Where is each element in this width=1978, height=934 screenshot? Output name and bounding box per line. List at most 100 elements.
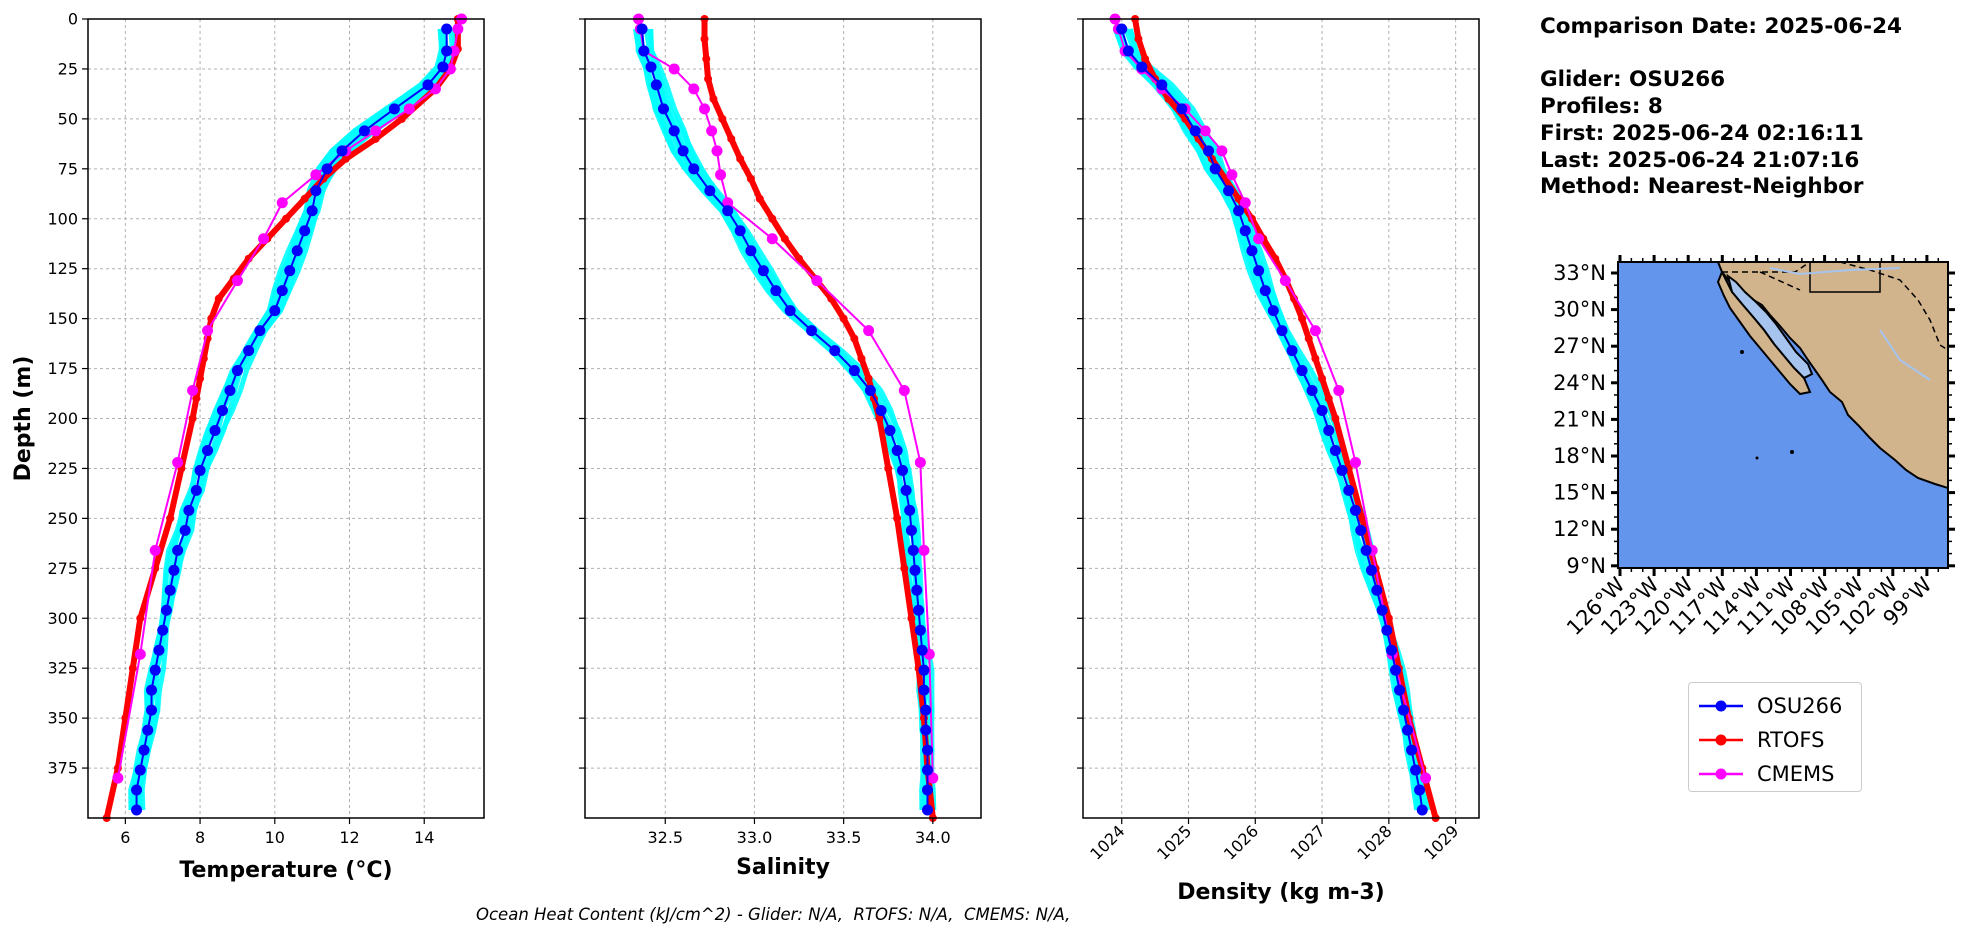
data-point-cmems xyxy=(310,169,322,181)
data-point-rtofs xyxy=(736,154,745,163)
data-point-osu266 xyxy=(388,103,400,115)
data-point-cmems xyxy=(1309,325,1321,337)
data-point-osu266 xyxy=(1259,285,1271,297)
data-point-osu266 xyxy=(1349,504,1361,516)
x-tick-label: 8 xyxy=(195,828,205,847)
data-point-osu266 xyxy=(916,644,928,656)
lat-tick-label: 18°N xyxy=(1553,444,1606,468)
data-point-osu266 xyxy=(1381,624,1393,636)
salinity-panel: 32.5 33.0 33.5 34.0 Salinity xyxy=(579,13,982,880)
data-point-rtofs xyxy=(755,194,764,203)
data-point-cmems xyxy=(1349,456,1361,468)
data-point-cmems xyxy=(699,103,711,115)
data-point-osu266 xyxy=(1209,163,1221,175)
data-point-rtofs xyxy=(136,614,145,623)
data-point-osu266 xyxy=(657,103,669,115)
glider-profile-line xyxy=(1123,28,1426,811)
data-point-rtofs xyxy=(1384,614,1393,623)
data-point-osu266 xyxy=(231,365,243,377)
data-point-osu266 xyxy=(441,45,453,57)
data-point-osu266 xyxy=(1376,604,1388,616)
data-point-osu266 xyxy=(422,79,434,91)
data-point-cmems xyxy=(898,385,910,397)
data-point-osu266 xyxy=(784,305,796,317)
data-point-osu266 xyxy=(1116,23,1128,35)
lat-tick-label: 24°N xyxy=(1553,371,1606,395)
data-point-osu266 xyxy=(1253,265,1265,277)
data-point-cmems xyxy=(711,145,723,157)
glider-profile-line xyxy=(136,28,449,811)
x-tick-label: 14 xyxy=(414,828,434,847)
data-point-rtofs xyxy=(893,514,902,523)
data-point-rtofs xyxy=(214,294,223,303)
x-tick-label: 33.5 xyxy=(826,828,862,847)
data-point-cmems xyxy=(1279,275,1291,287)
data-point-osu266 xyxy=(1416,804,1428,816)
data-point-cmems xyxy=(811,275,823,287)
glider-profile-line xyxy=(128,28,448,811)
y-tick-label: 125 xyxy=(47,259,78,278)
data-point-osu266 xyxy=(668,125,680,137)
x-axis-label: Salinity xyxy=(736,855,830,880)
data-point-cmems xyxy=(722,197,734,209)
data-point-cmems xyxy=(706,125,718,137)
comparison-info: Comparison Date: 2025-06-24 Glider: OSU2… xyxy=(1540,14,1902,201)
legend-item-cmems: CMEMS xyxy=(1697,759,1835,789)
y-tick-label: 300 xyxy=(47,609,78,628)
data-point-osu266 xyxy=(194,464,206,476)
data-point-osu266 xyxy=(913,604,925,616)
data-point-osu266 xyxy=(202,444,214,456)
map-lat-ticks: 33°N 30°N 27°N 24°N 21°N 18°N 15°N 12°N 9°N xyxy=(1553,261,1955,578)
y-tick-label: 75 xyxy=(58,159,78,178)
x-tick-label: 6 xyxy=(120,828,130,847)
data-point-cmems xyxy=(452,23,464,35)
data-point-cmems xyxy=(715,169,727,181)
data-point-cmems xyxy=(1333,385,1345,397)
glider-name: Glider: OSU266 xyxy=(1540,67,1726,93)
first-profile-time: First: 2025-06-24 02:16:11 xyxy=(1540,120,1864,146)
glider-profile-line xyxy=(648,28,937,811)
x-tick-label: 1025 xyxy=(1153,821,1195,863)
data-point-osu266 xyxy=(437,61,449,73)
series-line-osu266 xyxy=(1120,28,1424,811)
data-point-rtofs xyxy=(371,134,380,143)
chart-mark xyxy=(1618,262,1948,568)
data-point-osu266 xyxy=(638,45,650,57)
comparison-date: Comparison Date: 2025-06-24 xyxy=(1540,14,1903,39)
data-point-osu266 xyxy=(745,245,757,257)
data-point-osu266 xyxy=(677,145,689,157)
temperature-panel: 0 25 50 75 100 125 150 175 200 225 250 275 300 325 350… xyxy=(11,10,485,883)
data-point-osu266 xyxy=(146,684,158,696)
y-tick-label: 100 xyxy=(47,209,78,228)
data-point-osu266 xyxy=(441,23,453,35)
data-point-osu266 xyxy=(757,265,769,277)
data-point-osu266 xyxy=(920,724,932,736)
data-point-cmems xyxy=(134,648,146,660)
glider-profile-line xyxy=(130,28,445,811)
data-point-rtofs xyxy=(727,134,736,143)
data-point-cmems xyxy=(276,197,288,209)
data-point-osu266 xyxy=(1390,664,1402,676)
data-point-osu266 xyxy=(1398,704,1410,716)
data-point-osu266 xyxy=(918,684,930,696)
data-point-osu266 xyxy=(909,564,921,576)
legend-item-rtofs: RTOFS xyxy=(1697,725,1824,755)
data-point-osu266 xyxy=(645,61,657,73)
data-point-cmems xyxy=(863,325,875,337)
y-tick-label: 325 xyxy=(47,659,78,678)
map-island xyxy=(1755,456,1759,460)
glider-profile-line xyxy=(1127,28,1432,811)
data-point-osu266 xyxy=(224,385,236,397)
data-point-rtofs xyxy=(196,374,205,383)
x-tick-label: 12 xyxy=(339,828,359,847)
data-point-osu266 xyxy=(770,285,782,297)
y-tick-label: 25 xyxy=(58,59,78,78)
data-point-rtofs xyxy=(1311,354,1320,363)
data-point-rtofs xyxy=(875,414,884,423)
lat-tick-label: 27°N xyxy=(1553,334,1606,358)
glider-profile-line xyxy=(648,28,935,811)
data-point-cmems xyxy=(1253,233,1265,245)
data-point-osu266 xyxy=(1414,784,1426,796)
data-point-osu266 xyxy=(907,544,919,556)
last-profile-time: Last: 2025-06-24 21:07:16 xyxy=(1540,147,1860,173)
